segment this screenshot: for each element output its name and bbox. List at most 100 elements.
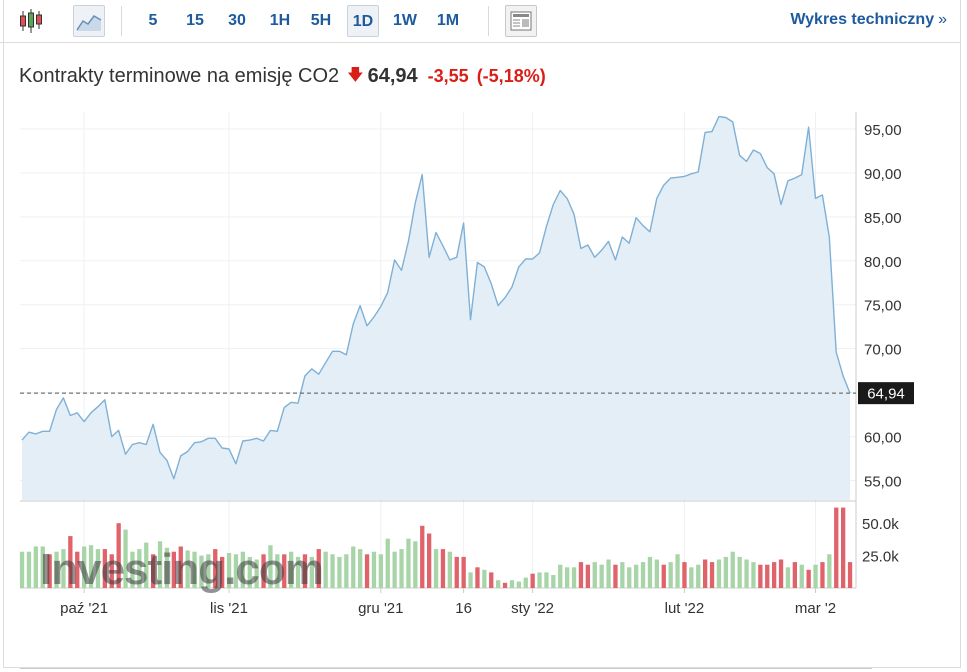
area-chart-icon[interactable]: [73, 5, 105, 37]
volume-bar: [627, 567, 632, 589]
y-tick-label: 90,00: [864, 166, 902, 183]
volume-bar: [240, 551, 245, 588]
volume-bar: [151, 554, 156, 588]
volume-bar: [537, 572, 542, 588]
volume-bar: [61, 549, 66, 588]
volume-bar: [551, 575, 556, 588]
price-line[interactable]: [21, 115, 851, 480]
volume-bar: [47, 554, 52, 588]
technical-chart-link[interactable]: Wykres techniczny»: [790, 11, 947, 29]
volume-bar: [799, 564, 804, 588]
volume-bar: [778, 559, 784, 588]
volume-bar: [392, 551, 397, 588]
volume-bar: [358, 549, 363, 588]
down-arrow-icon: 🡇: [347, 67, 364, 84]
volume-bar: [178, 546, 183, 588]
volume-bar: [599, 564, 604, 588]
candlestick-icon[interactable]: [15, 5, 47, 37]
current-price-label: 64,94: [867, 386, 905, 403]
timeframe-5[interactable]: 5: [148, 12, 158, 29]
volume-bar: [330, 554, 335, 588]
volume-bar: [620, 562, 625, 588]
volume-bar: [323, 551, 328, 588]
volume-bar: [447, 551, 452, 588]
volume-bar: [123, 529, 128, 588]
volume-bar: [751, 562, 756, 588]
volume-bar: [502, 582, 508, 588]
chart-toolbar: 5 15 30 1H 5H 1D 1W 1M Wykres techniczny»: [0, 0, 961, 43]
timeframe-1h[interactable]: 1H: [269, 12, 291, 29]
instrument-header: Kontrakty terminowe na emisję CO2 🡇 64,94-…: [19, 63, 546, 89]
volume-bar: [696, 564, 701, 588]
volume-bar: [820, 562, 825, 588]
volume-bar: [268, 545, 273, 588]
volume-bar: [261, 554, 266, 588]
volume-bar: [378, 554, 383, 588]
timeframe-1w[interactable]: 1W: [393, 12, 417, 29]
volume-bar: [433, 549, 439, 588]
volume-bar: [689, 567, 694, 589]
timeframe-15[interactable]: 15: [186, 12, 204, 29]
volume-bar: [827, 554, 832, 588]
price-change: -3,55: [427, 66, 469, 86]
volume-bar: [496, 580, 501, 588]
current-price-badge: [858, 382, 914, 405]
volume-bar: [544, 572, 549, 588]
volume-bar: [723, 556, 728, 588]
volume-bar: [192, 551, 197, 588]
volume-bar: [19, 551, 25, 588]
last-price: 64,94: [367, 65, 418, 87]
x-tick-label: 16: [455, 600, 472, 617]
volume-bar: [640, 562, 646, 588]
timeframe-1d[interactable]: 1D: [347, 5, 379, 37]
volume-bar: [364, 554, 370, 588]
bottom-divider: [20, 668, 872, 669]
volume-bar: [144, 542, 149, 588]
volume-bar: [647, 556, 653, 588]
volume-bar: [558, 564, 563, 588]
volume-bar: [95, 549, 101, 588]
volume-bar: [730, 551, 735, 588]
timeframe-1m[interactable]: 1M: [436, 12, 460, 29]
volume-bar: [130, 551, 135, 588]
timeframe-5h[interactable]: 5H: [310, 12, 332, 29]
volume-bar: [275, 554, 280, 588]
volume-bar: [516, 581, 521, 588]
volume-bar: [102, 549, 107, 588]
volume-bar: [385, 538, 390, 588]
investing-watermark: Investing.com: [40, 545, 323, 594]
volume-bar: [792, 562, 797, 588]
volume-bar: [475, 567, 480, 589]
volume-bar: [703, 559, 708, 588]
volume-bar: [220, 556, 225, 588]
volume-bar: [109, 554, 114, 588]
volume-bar: [164, 547, 170, 588]
volume-bar: [302, 554, 308, 588]
y-tick-label: 55,00: [864, 474, 902, 491]
volume-bar: [427, 533, 432, 588]
volume-bar: [247, 556, 252, 588]
volume-bar: [661, 564, 666, 588]
volume-bar: [772, 562, 777, 588]
double-chevron-right-icon: »: [938, 11, 947, 28]
volume-bar: [613, 564, 618, 588]
volume-bar: [530, 573, 535, 588]
x-tick-label: paź '21: [60, 600, 108, 617]
volume-bar: [654, 559, 659, 588]
volume-bar: [289, 551, 294, 588]
toolbar-separator: [488, 6, 489, 36]
volume-bar: [682, 562, 687, 588]
toolbar-separator: [121, 6, 122, 36]
volume-bar: [309, 556, 314, 588]
timeframe-30[interactable]: 30: [228, 12, 246, 29]
news-layout-icon[interactable]: [505, 5, 537, 37]
volume-bar: [482, 569, 487, 588]
volume-bar: [523, 577, 528, 588]
y-tick-label: 80,00: [864, 254, 902, 271]
volume-bar: [420, 525, 425, 589]
volume-bar: [634, 564, 639, 588]
x-tick-label: mar '2: [795, 600, 836, 617]
volume-tick-label: 25.0k: [862, 549, 899, 566]
volume-bar: [295, 556, 301, 588]
